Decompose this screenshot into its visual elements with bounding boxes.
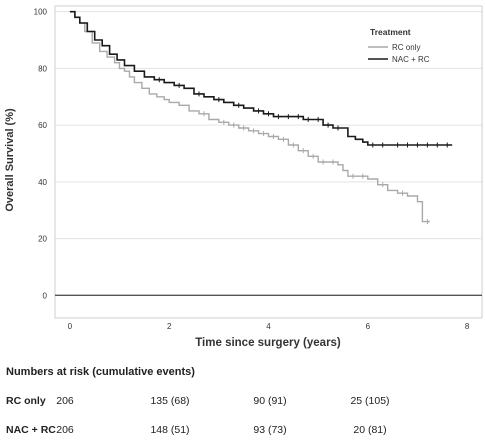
- y-axis-label: Overall Survival (%): [4, 108, 16, 212]
- risk-row-label-nac-rc: NAC + RC: [6, 424, 56, 436]
- plot-frame: [54, 5, 483, 319]
- risk-cell: 25 (105): [350, 395, 390, 407]
- y-tick-label: 80: [38, 64, 47, 73]
- km-curve-rc-only: [69, 10, 430, 223]
- risk-table: Numbers at risk (cumulative events) RC o…: [0, 358, 485, 441]
- risk-row-label-rc-only: RC only: [6, 395, 46, 407]
- x-tick-label: 6: [366, 322, 371, 331]
- x-axis-label: Time since surgery (years): [195, 337, 341, 349]
- legend-item-label: RC only: [392, 43, 420, 52]
- risk-table-title: Numbers at risk (cumulative events): [6, 366, 195, 378]
- y-tick-label: 20: [38, 235, 47, 244]
- y-tick-label: 60: [38, 121, 47, 130]
- chart-axes: 0 20 40 60 80 100 0 2 4 6 8: [34, 5, 483, 331]
- risk-cell: 206: [56, 395, 74, 407]
- legend-item-label: NAC + RC: [392, 55, 430, 64]
- x-tick-label: 2: [167, 322, 172, 331]
- y-tick-label: 40: [38, 178, 47, 187]
- x-tick-label: 0: [68, 322, 73, 331]
- risk-cell: 206: [56, 424, 74, 436]
- survival-chart: 0 20 40 60 80 100 0 2 4 6 8 Treatment RC only NAC + …: [4, 5, 483, 349]
- x-tick-label: 4: [266, 322, 271, 331]
- chart-legend: Treatment RC only NAC + RC: [368, 27, 430, 64]
- y-tick-label: 0: [43, 291, 48, 300]
- legend-title: Treatment: [370, 27, 411, 37]
- chart-series: [69, 10, 453, 225]
- risk-cell: 135 (68): [150, 395, 190, 407]
- risk-cell: 93 (73): [253, 424, 287, 436]
- x-tick-label: 8: [465, 322, 470, 331]
- risk-cell: 90 (91): [253, 395, 287, 407]
- risk-cell: 148 (51): [150, 424, 190, 436]
- risk-cell: 20 (81): [353, 424, 387, 436]
- y-tick-label: 100: [34, 8, 48, 17]
